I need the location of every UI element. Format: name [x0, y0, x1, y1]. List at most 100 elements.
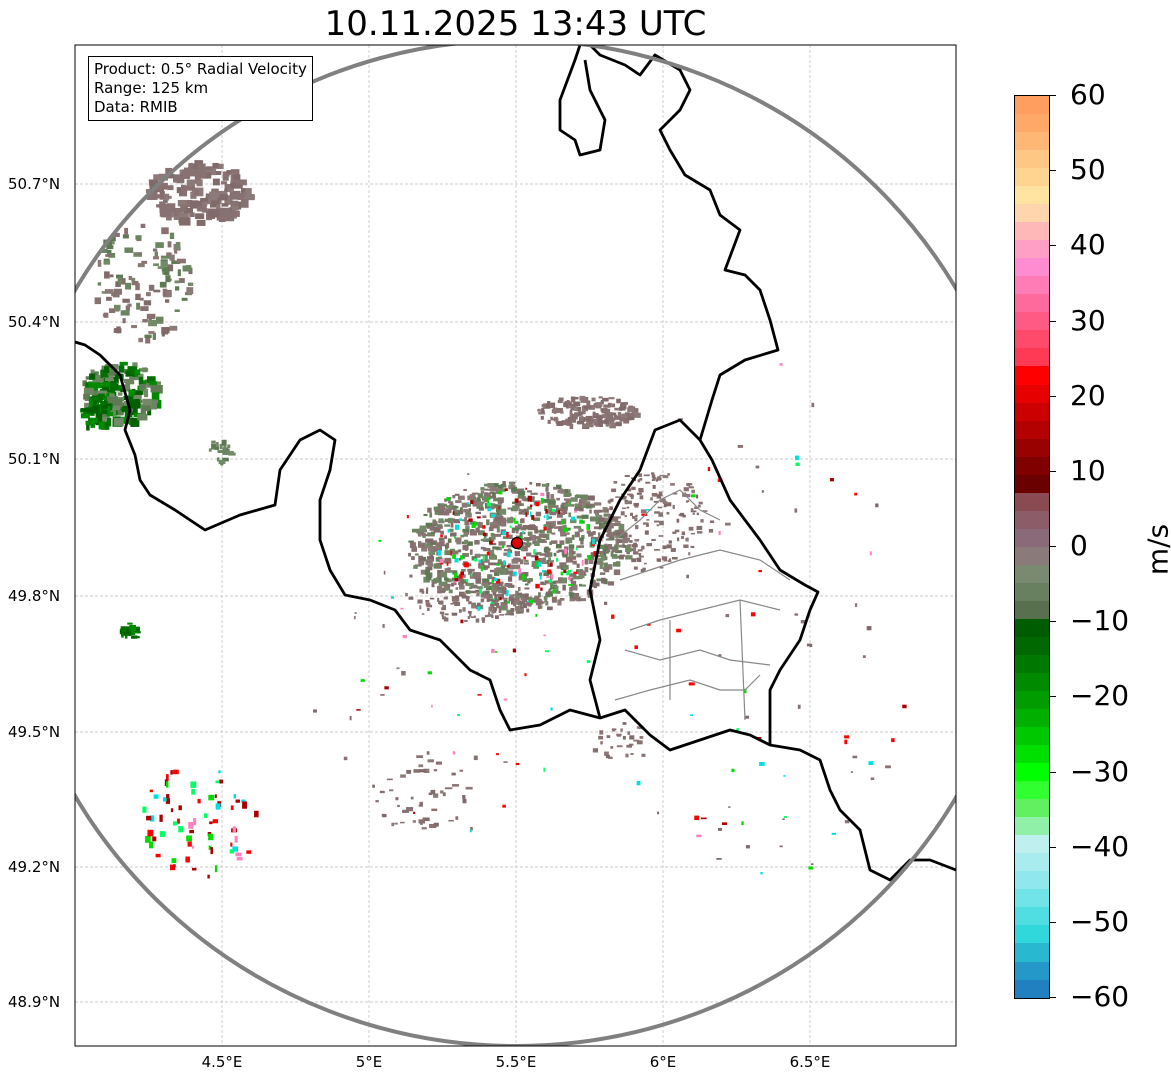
echo-pixel: [556, 420, 563, 427]
echo-pixel: [545, 521, 553, 526]
echo-pixel: [534, 552, 538, 558]
echo-pixel: [109, 274, 114, 278]
echo-pixel: [125, 305, 130, 311]
echo-pixel: [604, 751, 609, 756]
echo-pixel: [539, 529, 545, 534]
echo-pixel: [608, 513, 612, 518]
echo-pixel: [580, 529, 584, 532]
echo-pixel: [145, 835, 151, 843]
echo-pixel: [638, 553, 642, 557]
echo-pixel: [524, 537, 532, 541]
echo-pixel: [485, 590, 490, 594]
echo-pixel: [120, 388, 125, 393]
echo-pixel: [491, 576, 495, 582]
echo-pixel: [482, 559, 490, 563]
echo-pixel: [593, 412, 598, 417]
echo-pixel: [135, 293, 141, 301]
echo-pixel: [662, 501, 668, 505]
colorbar-segment: [1015, 618, 1049, 637]
echo-pixel: [518, 508, 522, 512]
echo-pixel: [110, 236, 116, 242]
echo-pixel: [452, 512, 460, 515]
echo-pixel: [208, 845, 212, 850]
echo-pixel: [513, 564, 521, 570]
colorbar-segment: [1015, 96, 1049, 115]
echo-pixel: [579, 395, 586, 401]
echo-pixel: [464, 619, 468, 622]
echo-pixel: [529, 524, 535, 530]
colorbar-unit: m/s: [1141, 523, 1171, 576]
echo-pixel: [519, 602, 526, 604]
echo-pixel: [564, 548, 568, 554]
echo-pixel: [631, 548, 635, 552]
echo-pixel: [621, 483, 626, 486]
info-product: Product: 0.5° Radial Velocity: [94, 60, 307, 78]
echo-pixel: [535, 561, 539, 568]
echo-pixel: [433, 793, 439, 798]
echo-pixel: [696, 834, 702, 838]
echo-pixel: [620, 403, 626, 410]
echo-pixel: [206, 166, 217, 176]
colorbar-segment: [1015, 925, 1049, 944]
echo-pixel: [606, 414, 613, 420]
echo-pixel: [598, 514, 603, 518]
echo-pixel: [137, 263, 145, 268]
echo-pixel: [615, 496, 620, 498]
echo-pixel: [232, 846, 239, 852]
echo-pixel: [460, 555, 464, 560]
echo-pixel: [429, 526, 435, 531]
echo-pixel: [565, 418, 570, 422]
echo-pixel: [431, 808, 438, 812]
echo-pixel: [480, 487, 485, 491]
echo-pixel: [221, 439, 227, 446]
echo-pixel: [513, 517, 516, 522]
colorbar-segment: [1015, 528, 1049, 547]
echo-pixel: [496, 753, 499, 756]
echo-pixel: [180, 204, 186, 212]
echo-pixel: [522, 531, 524, 534]
echo-pixel: [689, 486, 694, 489]
echo-pixel: [444, 557, 451, 564]
echo-pixel: [152, 256, 160, 260]
echo-pixel: [494, 518, 502, 525]
echo-pixel: [191, 845, 194, 849]
echo-pixel: [400, 607, 404, 610]
lat-tick: 50.4°N: [8, 313, 61, 331]
echo-pixel: [623, 532, 628, 538]
echo-pixel: [190, 200, 199, 209]
echo-pixel: [489, 504, 494, 510]
radar-station-marker[interactable]: [510, 536, 524, 550]
echo-pixel: [495, 605, 502, 609]
echo-pixel: [550, 540, 558, 544]
echo-pixel: [129, 376, 140, 381]
echo-pixel: [570, 396, 576, 403]
echo-pixel: [561, 525, 565, 530]
echo-pixel: [436, 585, 443, 590]
echo-pixel: [556, 497, 560, 501]
echo-pixel: [430, 789, 436, 795]
lat-tick: 49.5°N: [8, 723, 61, 741]
echo-pixel: [166, 794, 170, 799]
echo-pixel: [588, 531, 594, 537]
echo-pixel: [568, 548, 574, 555]
echo-pixel: [479, 588, 482, 594]
echo-pixel: [718, 654, 722, 657]
colorbar-segment: [1015, 546, 1049, 565]
echo-pixel: [96, 412, 102, 422]
echo-pixel: [537, 562, 542, 567]
echo-pixel: [491, 590, 496, 593]
echo-pixel: [584, 567, 589, 573]
echo-pixel: [517, 523, 523, 528]
echo-pixel: [676, 518, 680, 523]
echo-pixel: [419, 801, 424, 806]
echo-pixel: [546, 514, 549, 521]
echo-pixel: [443, 596, 448, 600]
echo-pixel: [507, 576, 513, 582]
echo-pixel: [651, 478, 656, 481]
echo-pixel: [100, 421, 110, 430]
echo-pixel: [505, 519, 508, 522]
echo-pixel: [438, 505, 446, 511]
echo-pixel: [642, 567, 646, 570]
echo-pixel: [589, 420, 593, 425]
